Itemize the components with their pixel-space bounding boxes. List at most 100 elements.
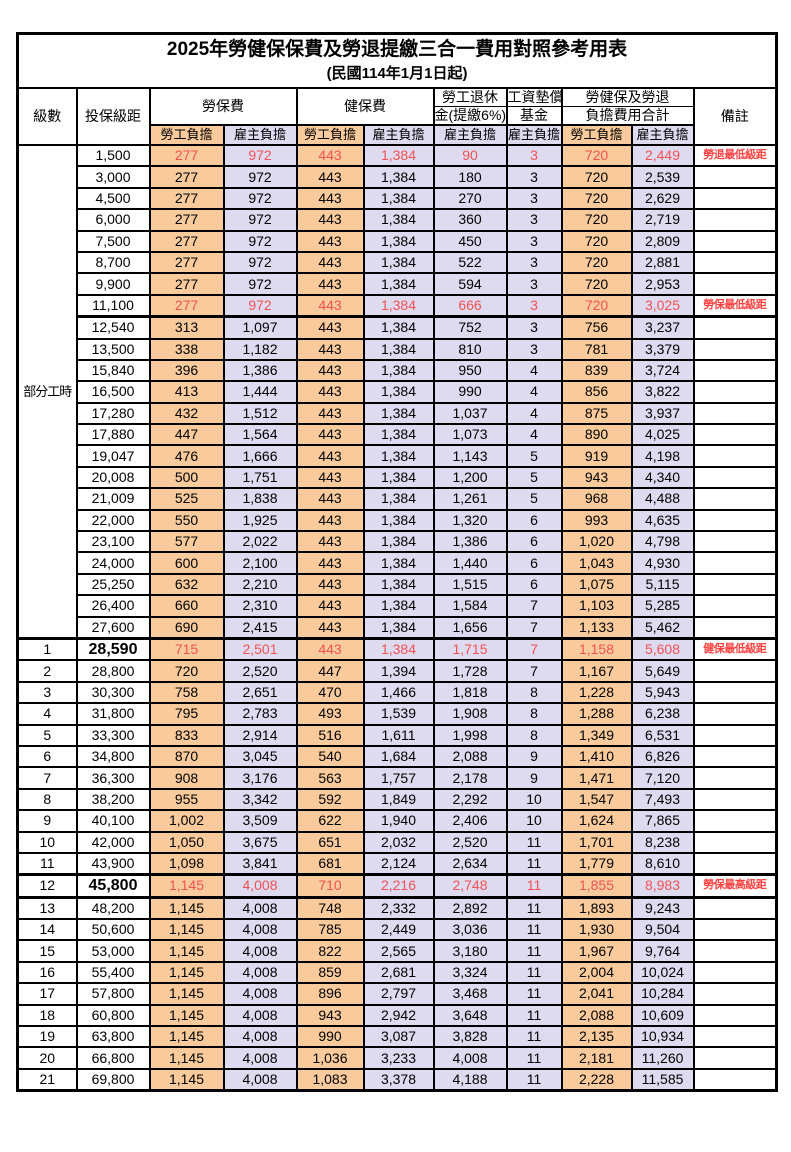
cell-fund-employer: 3	[505, 165, 563, 189]
cell-health-employer: 3,378	[362, 1067, 435, 1092]
cell-total-employee: 1,349	[560, 723, 633, 747]
table-row: 16 55,400 1,145 4,008 859 2,681 3,324 11 2,004 10…	[16, 960, 778, 985]
subheader-health-employee: 勞工負擔	[295, 124, 365, 146]
cell-labor-employer: 2,100	[222, 551, 298, 575]
table-row: 14 50,600 1,145 4,008 785 2,449 3,036 11 1,930 9,…	[16, 918, 778, 942]
table-row: 7 36,300 908 3,176 563 1,757 2,178 9 1,471 7,120	[16, 766, 778, 790]
cell-labor-employee: 908	[148, 766, 225, 790]
row-group-label: 部分工時	[16, 143, 78, 640]
cell-health-employer: 2,449	[362, 918, 435, 942]
table-row: 23,100 577 2,022 443 1,384 1,386 6 1,020 4,798	[18, 530, 778, 554]
cell-level: 15	[16, 939, 78, 963]
table-row: 1 28,590 715 2,501 443 1,384 1,715 7 1,158 5,608 健…	[16, 636, 778, 662]
cell-health-employee: 443	[295, 465, 365, 490]
cell-total-employee: 1,043	[560, 551, 633, 575]
cell-health-employer: 1,384	[362, 551, 435, 575]
col-header-total-line2: 負擔費用合計	[560, 106, 695, 126]
cell-labor-employee: 758	[148, 680, 225, 705]
cell-pension-employer: 1,037	[432, 401, 508, 426]
cell-remark	[692, 250, 778, 275]
cell-health-employer: 2,032	[362, 830, 435, 854]
cell-labor-employer: 2,520	[222, 659, 298, 683]
cell-fund-employer: 8	[505, 723, 563, 747]
cell-fund-employer: 6	[505, 530, 563, 554]
cell-total-employee: 1,103	[560, 594, 633, 618]
cell-health-employee: 651	[295, 830, 365, 854]
cell-labor-employer: 1,751	[222, 465, 298, 490]
subheader-labor-employee: 勞工負擔	[148, 124, 225, 146]
cell-remark	[692, 423, 778, 447]
table-row: 6 34,800 870 3,045 540 1,684 2,088 9 1,410 6,826	[16, 744, 778, 769]
cell-labor-employer: 4,008	[222, 1046, 298, 1070]
cell-health-employer: 1,384	[362, 143, 435, 168]
cell-fund-employer: 7	[505, 636, 563, 662]
cell-labor-employee: 715	[148, 636, 225, 662]
cell-remark	[692, 444, 778, 468]
cell-health-employer: 2,216	[362, 873, 435, 899]
cell-remark	[692, 939, 778, 963]
cell-fund-employer: 11	[505, 918, 563, 942]
cell-bracket: 34,800	[75, 744, 151, 769]
cell-labor-employer: 972	[222, 208, 298, 232]
col-header-pension-line1: 勞工退休	[432, 87, 508, 107]
cell-health-employee: 563	[295, 766, 365, 790]
cell-pension-employer: 3,828	[432, 1024, 508, 1049]
cell-remark	[692, 358, 778, 383]
page-title: 2025年勞健保保費及勞退提繳三合一費用對照參考用表	[166, 39, 628, 60]
cell-health-employee: 443	[295, 143, 365, 168]
cell-labor-employee: 476	[148, 444, 225, 468]
table-row: 15 53,000 1,145 4,008 822 2,565 3,180 11 1,967 9,…	[16, 939, 778, 963]
cell-pension-employer: 990	[432, 380, 508, 404]
cell-health-employer: 2,942	[362, 1003, 435, 1028]
cell-pension-employer: 1,908	[432, 702, 508, 726]
cell-health-employee: 443	[295, 423, 365, 447]
cell-fund-employer: 4	[505, 401, 563, 426]
cell-remark	[692, 830, 778, 854]
cell-fund-employer: 11	[505, 851, 563, 876]
premium-table: 2025年勞健保保費及勞退提繳三合一費用對照參考用表 (民國114年1月1日起)…	[16, 32, 779, 1093]
cell-pension-employer: 2,634	[432, 851, 508, 876]
table-row: 8,700 277 972 443 1,384 522 3 720 2,881	[18, 250, 778, 275]
cell-health-employee: 1,083	[295, 1067, 365, 1092]
table-row: 7,500 277 972 443 1,384 450 3 720 2,809	[18, 229, 778, 253]
cell-remark	[692, 851, 778, 876]
cell-labor-employer: 4,008	[222, 960, 298, 985]
cell-health-employer: 1,384	[362, 572, 435, 597]
cell-level: 2	[16, 659, 78, 683]
cell-total-employee: 720	[560, 250, 633, 275]
cell-total-employee: 993	[560, 508, 633, 533]
cell-health-employee: 443	[295, 229, 365, 253]
cell-remark	[692, 272, 778, 296]
cell-fund-employer: 6	[505, 572, 563, 597]
cell-pension-employer: 450	[432, 229, 508, 253]
cell-pension-employer: 752	[432, 315, 508, 340]
cell-fund-employer: 11	[505, 830, 563, 854]
table-row: 12 45,800 1,145 4,008 710 2,216 2,748 11 1,855 8,…	[16, 873, 778, 899]
cell-health-employer: 1,849	[362, 787, 435, 812]
cell-total-employer: 4,635	[630, 508, 695, 533]
cell-health-employee: 822	[295, 939, 365, 963]
cell-health-employee: 859	[295, 960, 365, 985]
cell-fund-employer: 6	[505, 551, 563, 575]
cell-pension-employer: 1,515	[432, 572, 508, 597]
cell-bracket: 19,047	[75, 444, 151, 468]
cell-total-employee: 839	[560, 358, 633, 383]
table-row: 11,100 277 972 443 1,384 666 3 720 3,025 勞保最低級距	[18, 293, 778, 318]
cell-health-employee: 443	[295, 208, 365, 232]
cell-pension-employer: 1,073	[432, 423, 508, 447]
cell-total-employer: 2,539	[630, 165, 695, 189]
cell-total-employer: 7,865	[630, 809, 695, 833]
cell-bracket: 9,900	[75, 272, 151, 296]
cell-pension-employer: 2,178	[432, 766, 508, 790]
cell-remark: 勞退最低級距	[692, 143, 778, 168]
cell-total-employer: 2,629	[630, 186, 695, 211]
cell-total-employer: 5,115	[630, 572, 695, 597]
cell-remark	[692, 530, 778, 554]
cell-labor-employee: 413	[148, 380, 225, 404]
cell-labor-employer: 3,342	[222, 787, 298, 812]
cell-fund-employer: 11	[505, 1046, 563, 1070]
cell-labor-employer: 2,501	[222, 636, 298, 662]
cell-health-employer: 3,087	[362, 1024, 435, 1049]
cell-labor-employer: 2,210	[222, 572, 298, 597]
cell-total-employee: 720	[560, 208, 633, 232]
